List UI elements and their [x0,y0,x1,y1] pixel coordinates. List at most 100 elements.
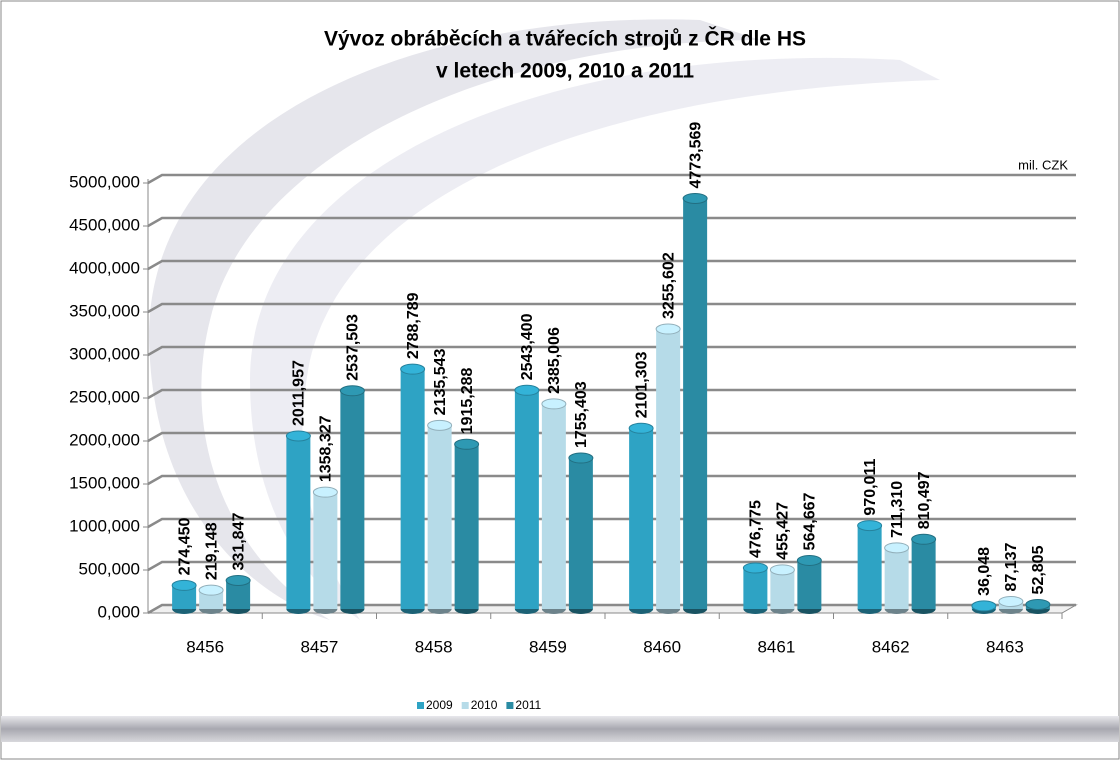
legend-label: 2010 [471,698,498,712]
bar [911,539,936,609]
y-tick-label: 1000,000 [69,516,140,535]
y-tick-label: 2500,000 [69,387,140,406]
bar [172,585,197,609]
value-label: 36,048 [976,547,993,596]
bar-top [655,323,681,335]
bar [454,444,479,609]
value-label: 476,775 [748,500,765,558]
bar-top [312,486,338,498]
value-label: 87,137 [1003,542,1020,591]
bar-top [971,600,997,612]
y-tick-label: 1500,000 [69,473,140,492]
grid-line [147,345,1076,357]
value-label: 2011,957 [291,360,308,426]
y-tick-label: 5000,000 [69,172,140,191]
value-label: 2135,543 [432,349,449,416]
bar [541,403,566,609]
value-label: 564,667 [802,493,819,551]
y-tick-label: 0,000 [97,602,140,621]
bar-top [225,574,251,586]
y-tick-label: 500,000 [79,559,140,578]
value-label: 810,497 [916,471,933,529]
value-label: 970,011 [862,459,879,516]
value-label: 2537,503 [345,314,362,381]
bar-top [1025,598,1051,610]
legend: 2009 2010 2011 [417,698,542,712]
bar [797,560,822,609]
bar-top [884,542,910,554]
bar-top [541,398,567,410]
bar [770,569,795,609]
x-tick-label: 8460 [643,637,681,656]
y-tick-label: 4500,000 [69,215,140,234]
y-tick-label: 3000,000 [69,344,140,363]
value-label: 1358,327 [318,415,335,482]
bar-top [427,419,453,431]
value-label: 2101,303 [633,351,650,418]
bar-top [857,520,883,532]
bar-top [400,363,426,375]
value-label: 331,847 [230,513,247,571]
x-tick-label: 8461 [757,637,795,656]
grid-line [147,560,1076,572]
y-tick-label: 4000,000 [69,258,140,277]
bar-top [769,564,795,576]
value-label: 1915,288 [459,367,476,434]
bar-top [568,452,594,464]
bar-top [796,554,822,566]
bar [514,390,539,609]
grid-line [147,431,1076,443]
x-tick-label: 8463 [986,637,1024,656]
bar [656,329,681,609]
value-label: 2543,400 [519,313,536,380]
chart-title: Vývoz obráběcích a tvářecích strojů z ČR… [324,27,806,51]
legend-swatch [417,702,424,709]
x-tick-label: 8456 [186,637,224,656]
x-tick-label: 8459 [529,637,567,656]
bar-top [514,384,540,396]
bar [286,435,311,609]
value-label: 2788,789 [405,292,422,359]
unit-label: mil. CZK [1018,157,1068,172]
bar [340,390,365,609]
y-tick-label: 2000,000 [69,430,140,449]
bar-top [171,579,197,591]
y-tick-label: 3500,000 [69,301,140,320]
bar-top [998,596,1024,608]
bar-top [339,385,365,397]
legend-swatch [461,702,469,709]
value-label: 4773,569 [687,122,704,189]
x-tick-label: 8462 [872,637,910,656]
bar [427,425,452,609]
value-label: 711,310 [889,481,906,538]
grid-line [147,388,1076,400]
legend-label: 2009 [426,698,453,712]
grid-line [147,302,1076,314]
bar-top [682,192,708,204]
bar [313,492,338,609]
bar [568,458,593,609]
grid-line [147,474,1076,486]
value-label: 455,427 [775,502,792,560]
swoosh [149,19,760,620]
value-label: 219,148 [203,522,220,580]
footer-band [1,716,1119,742]
legend-label: 2011 [515,698,541,712]
x-tick-label: 8457 [300,637,338,656]
bar-top [742,562,768,574]
swoosh [250,57,940,620]
value-label: 2385,006 [546,327,563,394]
grid-line [147,259,1076,271]
bar-top [198,584,224,596]
bar [743,567,768,609]
bar-top [285,430,311,442]
value-label: 1755,403 [573,381,590,448]
chart-subtitle: v letech 2009, 2010 a 2011 [436,60,694,83]
bar [683,198,708,609]
bar [400,369,425,609]
legend-swatch [506,702,514,709]
bar [857,525,882,609]
bar [629,428,654,609]
grid-line [147,173,1076,185]
